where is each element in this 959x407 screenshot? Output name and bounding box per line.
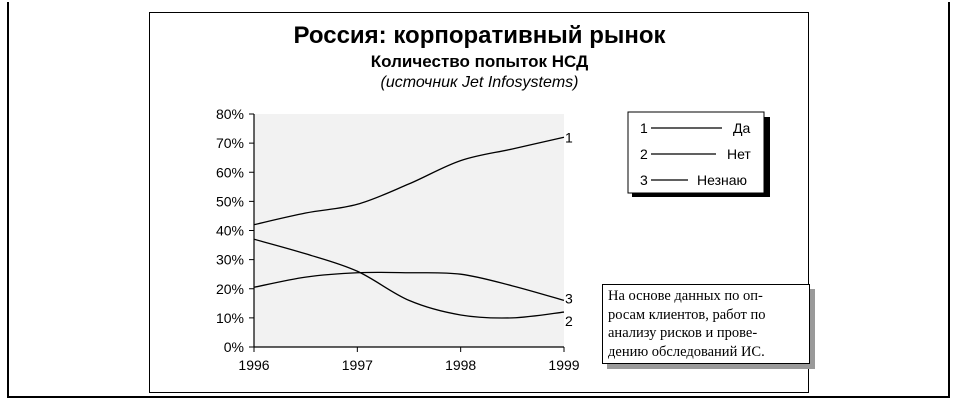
y-tick-label: 10% [216, 310, 244, 326]
legend-number: 3 [640, 172, 648, 188]
chart-source: (источник Jet Infosystems) [380, 74, 579, 91]
x-tick-label: 1998 [445, 357, 476, 373]
note-line: росам клиентов, работ по [608, 306, 766, 323]
series-lines [253, 136, 565, 319]
axes: 0% 10% 20% 30% 40% 50% 60% 70% 80% 1996 1997 1998 19… [216, 106, 580, 373]
legend-label: Незнаю [697, 172, 747, 188]
legend-number: 1 [640, 120, 648, 136]
chart-title: Россия: корпоративный рынок [293, 22, 666, 49]
legend-label: Да [733, 120, 750, 136]
y-tick-label: 30% [216, 252, 244, 268]
y-tick-label: 20% [216, 281, 244, 297]
legend-label: Нет [727, 146, 751, 162]
y-tick-label: 50% [216, 193, 244, 209]
legend-number: 2 [640, 146, 648, 162]
legend: 1 Да 2 Нет 3 Незнаю [627, 111, 770, 197]
series-end-label: 3 [565, 290, 573, 306]
series-end-label: 2 [565, 313, 573, 329]
note-line: дению обследований ИС. [608, 343, 765, 360]
series-end-label: 1 [565, 129, 573, 145]
y-tick-label: 80% [216, 106, 244, 122]
series-line-1 [253, 136, 565, 226]
y-tick-label: 0% [224, 339, 244, 355]
x-tick-label: 1997 [342, 357, 373, 373]
note-box: На основе данных по оп- росам клиентов, … [602, 284, 810, 364]
y-tick-label: 70% [216, 135, 244, 151]
legend-box [627, 111, 765, 194]
y-tick-label: 40% [216, 223, 244, 239]
outer-frame [7, 2, 950, 398]
series-line-2 [253, 238, 565, 319]
y-tick-label: 60% [216, 164, 244, 180]
series-line-3 [253, 271, 565, 302]
note-line: анализу рисков и прове- [608, 325, 758, 341]
series-end-labels: 1 2 3 [565, 129, 573, 329]
x-tick-label: 1999 [548, 357, 579, 373]
chart-subtitle: Количество попыток НСД [370, 52, 589, 71]
x-tick-label: 1996 [238, 357, 269, 373]
note-line: На основе данных по оп- [608, 288, 763, 304]
plot-area [254, 114, 564, 347]
